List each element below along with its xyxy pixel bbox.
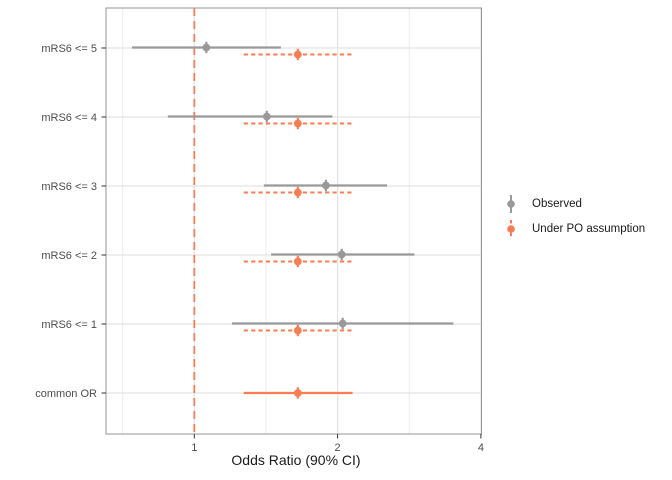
observed-point — [338, 319, 347, 328]
y-axis-label: mRS6 <= 3 — [41, 181, 97, 193]
under-po-point — [293, 389, 302, 397]
observed-point — [322, 181, 330, 190]
y-axis-label: mRS6 <= 4 — [41, 112, 97, 124]
under-po-key-point — [507, 225, 515, 233]
under-po-point — [293, 119, 302, 128]
under-po-pointrange-icon — [507, 220, 515, 238]
y-axis-label: mRS6 <= 5 — [41, 43, 97, 55]
legend-label-under-po: Under PO assumption — [532, 223, 646, 235]
y-axis-label: common OR — [35, 388, 97, 400]
panel-border — [105, 7, 482, 435]
y-axis-label: mRS6 <= 1 — [41, 319, 97, 331]
under-po-point — [293, 50, 302, 59]
legend-label-observed: Observed — [532, 198, 582, 210]
x-axis-tick-label: 1 — [191, 442, 197, 454]
observed-point — [262, 112, 271, 121]
legend-item-under-po: Under PO assumption — [501, 218, 645, 240]
observed-pointrange-icon — [507, 195, 515, 213]
under-po-point — [293, 257, 302, 266]
legend: Observed Under PO assumption — [501, 193, 645, 240]
observed-point — [337, 250, 346, 259]
observed-key-point — [507, 200, 515, 208]
panel-background — [106, 8, 482, 434]
x-axis-tick-label: 4 — [478, 442, 484, 454]
under-po-point — [293, 188, 302, 197]
legend-item-observed: Observed — [501, 193, 645, 215]
x-axis-tick-label: 2 — [335, 442, 341, 454]
x-axis-title: Odds Ratio (90% CI) — [231, 452, 360, 468]
under-po-point — [293, 326, 302, 335]
observed-point — [202, 43, 211, 52]
y-axis-label: mRS6 <= 2 — [41, 250, 97, 262]
